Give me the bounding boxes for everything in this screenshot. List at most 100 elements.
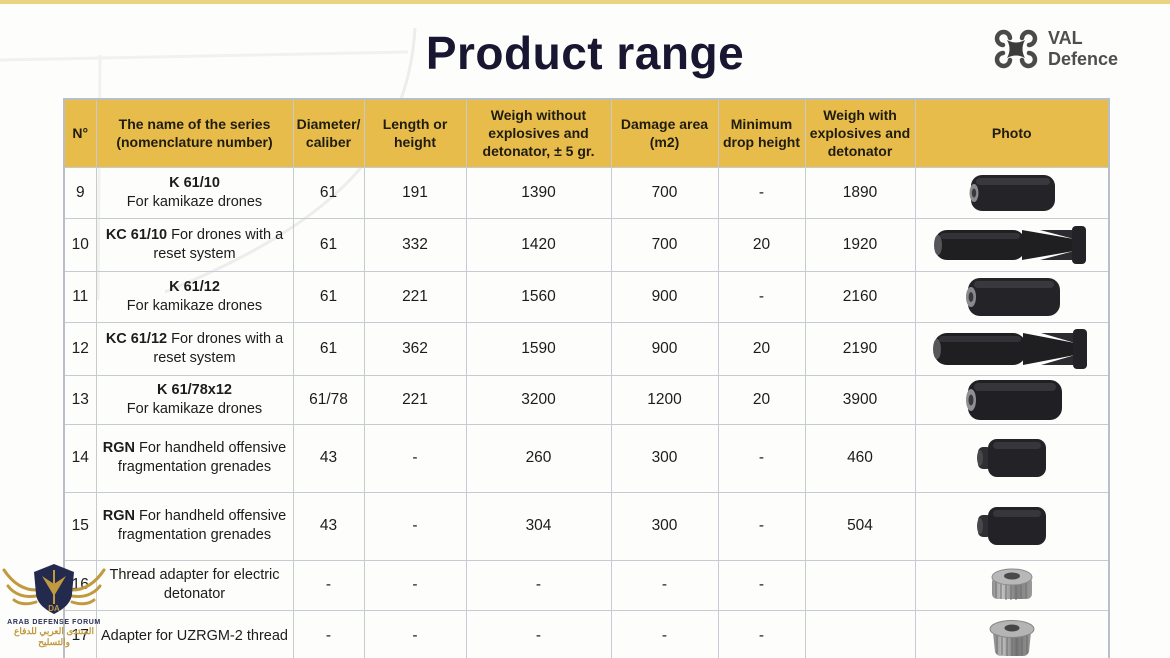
header-no: N°: [63, 98, 97, 168]
weight-without-value: -: [465, 559, 612, 611]
brand-name: VAL Defence: [1048, 28, 1118, 69]
damage-area-value: 700: [610, 217, 719, 272]
weight-without-value: 1420: [465, 217, 612, 272]
brand-logo: VAL Defence: [994, 28, 1118, 70]
table-row: 9 K 61/10 For kamikaze drones 61 191 1390…: [63, 166, 1110, 219]
weight-without-value: 1590: [465, 321, 612, 376]
header-weight-without: Weigh without explosives and detonator, …: [465, 98, 612, 168]
black-grenade-body-photo: [976, 507, 1046, 545]
series-desc: Thread adapter for electric detonator: [109, 567, 280, 602]
min-drop-value: -: [717, 559, 806, 611]
series-desc: For kamikaze drones: [126, 297, 263, 314]
length-value: -: [363, 491, 467, 561]
top-accent-line: [0, 0, 1170, 4]
table-row: 10 KC 61/10 For drones with a reset syst…: [63, 217, 1110, 272]
series-desc: For handheld offensive fragmentation gre…: [117, 440, 287, 475]
weight-with-value: 2160: [804, 270, 916, 323]
series-name: RGN For handheld offensive fragmentation…: [95, 491, 294, 561]
weight-with-value: [804, 609, 916, 658]
diameter-value: 61: [292, 270, 365, 323]
series-desc: For drones with a reset system: [153, 226, 284, 262]
table-row: 14 RGN For handheld offensive fragmentat…: [63, 423, 1110, 493]
damage-area-value: 1200: [610, 374, 719, 425]
drone-quadcopter-icon: [994, 29, 1038, 69]
series-name: Thread adapter for electric detonator: [95, 559, 294, 611]
table-row: 12 KC 61/12 For drones with a reset syst…: [63, 321, 1110, 376]
min-drop-value: 20: [717, 374, 806, 425]
header-diameter: Diameter/ caliber: [292, 98, 365, 168]
brand-name-line1: VAL: [1047, 28, 1083, 49]
length-value: 362: [363, 321, 467, 376]
damage-area-value: -: [610, 609, 719, 658]
product-photo-cell: [914, 374, 1110, 425]
page-title: Product range: [425, 27, 745, 79]
series-name: K 61/78x12 For kamikaze drones: [95, 374, 294, 425]
diameter-value: 43: [292, 423, 365, 493]
weight-without-value: 260: [465, 423, 612, 493]
steel-thread-adapter-lipped-photo: [989, 620, 1035, 657]
product-photo-cell: [914, 217, 1110, 272]
black-wide-cylinder-warhead-photo: [965, 379, 1062, 420]
diameter-value: 61: [292, 321, 365, 376]
series-name: K 61/12 For kamikaze drones: [95, 270, 294, 323]
series-name: K 61/10 For kamikaze drones: [95, 166, 294, 219]
row-no: 10: [63, 217, 97, 272]
weight-with-value: 504: [804, 491, 916, 561]
diameter-value: 43: [292, 491, 365, 561]
weight-without-value: -: [465, 609, 612, 658]
damage-area-value: 300: [610, 423, 719, 493]
brand-name-line2: Defence: [1047, 49, 1118, 69]
row-no: 12: [63, 321, 97, 376]
length-value: 221: [363, 270, 467, 323]
product-photo-cell: [914, 321, 1110, 376]
diameter-value: -: [292, 559, 365, 611]
damage-area-value: 900: [610, 270, 719, 323]
series-name: Adapter for UZRGM-2 thread: [95, 609, 294, 658]
table-row: 16 Thread adapter for electric detonator…: [63, 559, 1110, 611]
series-name: KC 61/10 For drones with a reset system: [95, 217, 294, 272]
weight-with-value: 1920: [804, 217, 916, 272]
series-desc: For kamikaze drones: [126, 400, 263, 417]
series-code: K 61/12: [169, 278, 220, 295]
min-drop-value: -: [717, 270, 806, 323]
diameter-value: 61: [292, 166, 365, 219]
series-desc: For drones with a reset system: [153, 330, 284, 366]
length-value: -: [363, 559, 467, 611]
row-no: 9: [63, 166, 97, 219]
table-row: 11 K 61/12 For kamikaze drones 61 221 156…: [63, 270, 1110, 323]
length-value: 332: [363, 217, 467, 272]
diameter-value: 61/78: [292, 374, 365, 425]
svg-text:DA: DA: [48, 604, 60, 613]
length-value: 221: [363, 374, 467, 425]
row-no: 14: [63, 423, 97, 493]
table-row: 17 Adapter for UZRGM-2 thread - - - - -: [63, 609, 1110, 658]
weight-without-value: 304: [465, 491, 612, 561]
weight-without-value: 3200: [465, 374, 612, 425]
series-code: RGN: [102, 508, 135, 525]
diameter-value: 61: [292, 217, 365, 272]
series-code: K 61/78x12: [157, 381, 232, 398]
series-code: KC 61/12: [105, 330, 168, 347]
series-desc: For handheld offensive fragmentation gre…: [117, 508, 287, 543]
table-row: 13 K 61/78x12 For kamikaze drones 61/78 2…: [63, 374, 1110, 425]
length-value: -: [363, 609, 467, 658]
weight-with-value: [804, 559, 916, 611]
black-cylinder-warhead-photo: [965, 277, 1060, 316]
min-drop-value: -: [717, 423, 806, 493]
product-photo-cell: [914, 423, 1110, 493]
series-code: KC 61/10: [105, 226, 168, 243]
series-code: RGN: [102, 440, 135, 457]
header-length: Length or height: [363, 98, 467, 168]
series-code: K 61/10: [169, 174, 220, 191]
weight-without-value: 1390: [465, 166, 612, 219]
header-series-name: The name of the series (nomenclature num…: [95, 98, 294, 168]
row-no: 17: [63, 609, 97, 658]
series-name: RGN For handheld offensive fragmentation…: [95, 423, 294, 493]
product-photo-cell: [914, 609, 1110, 658]
product-photo-cell: [914, 166, 1110, 219]
weight-with-value: 460: [804, 423, 916, 493]
damage-area-value: -: [610, 559, 719, 611]
min-drop-value: -: [717, 166, 806, 219]
length-value: 191: [363, 166, 467, 219]
black-grenade-body-photo: [976, 439, 1046, 477]
